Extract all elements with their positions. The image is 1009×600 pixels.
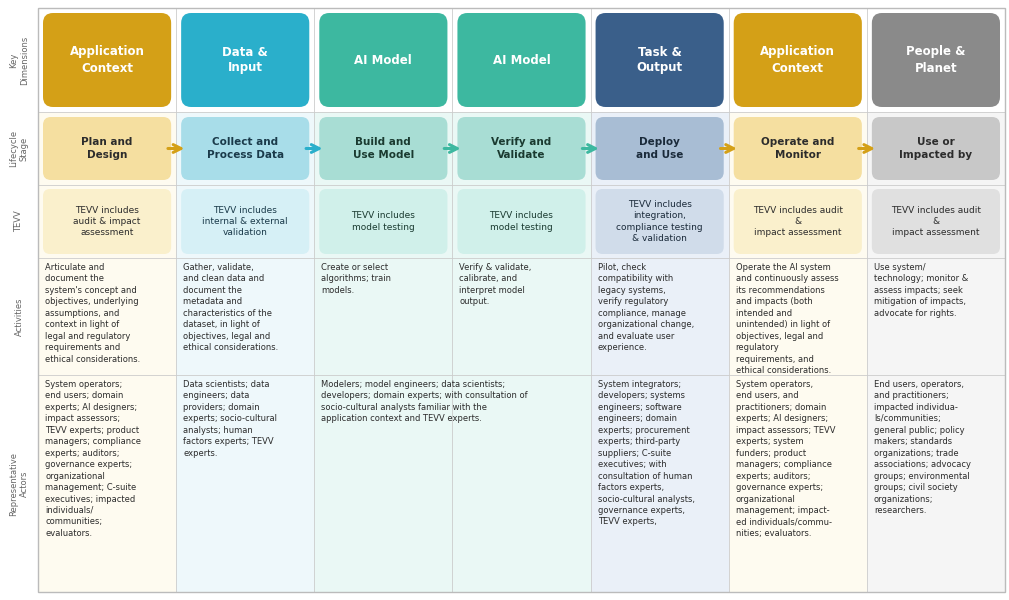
Bar xyxy=(590,375,728,592)
Text: System operators,
end users, and
practitioners; domain
experts; AI designers;
im: System operators, end users, and practit… xyxy=(736,380,835,538)
Bar xyxy=(867,185,1005,258)
Text: TEVV includes
integration,
compliance testing
& validation: TEVV includes integration, compliance te… xyxy=(616,200,703,242)
Bar xyxy=(38,375,177,592)
FancyBboxPatch shape xyxy=(734,13,862,107)
Bar xyxy=(452,112,590,185)
Bar xyxy=(728,185,867,258)
Bar xyxy=(314,112,452,185)
Text: TEVV includes
internal & external
validation: TEVV includes internal & external valida… xyxy=(203,206,288,237)
Bar xyxy=(177,112,314,185)
Text: Operate and
Monitor: Operate and Monitor xyxy=(761,137,834,160)
Text: End users, operators,
and practitioners;
impacted individua-
ls/communities;
gen: End users, operators, and practitioners;… xyxy=(874,380,971,515)
Text: TEVV includes audit
&
impact assessment: TEVV includes audit & impact assessment xyxy=(891,206,981,237)
Bar xyxy=(177,185,314,258)
Text: TEVV includes audit
&
impact assessment: TEVV includes audit & impact assessment xyxy=(753,206,843,237)
Bar xyxy=(590,112,728,185)
Text: TEVV includes
model testing: TEVV includes model testing xyxy=(489,211,554,232)
Text: Data scientists; data
engineers; data
providers; domain
experts; socio-cultural
: Data scientists; data engineers; data pr… xyxy=(184,380,277,458)
Bar xyxy=(728,112,867,185)
Bar xyxy=(867,112,1005,185)
Text: Data &
Input: Data & Input xyxy=(222,46,268,74)
Bar xyxy=(177,258,314,375)
Text: Use or
Impacted by: Use or Impacted by xyxy=(899,137,973,160)
Text: Representative
Actors: Representative Actors xyxy=(9,451,28,515)
Text: Activities: Activities xyxy=(14,297,23,336)
Bar xyxy=(728,258,867,375)
Text: Lifecycle
Stage: Lifecycle Stage xyxy=(9,130,28,167)
FancyBboxPatch shape xyxy=(43,117,172,180)
FancyBboxPatch shape xyxy=(872,189,1000,254)
FancyBboxPatch shape xyxy=(182,13,310,107)
FancyBboxPatch shape xyxy=(319,189,447,254)
Text: Verify & validate,
calibrate, and
interpret model
output.: Verify & validate, calibrate, and interp… xyxy=(459,263,532,307)
Text: Task &
Output: Task & Output xyxy=(637,46,683,74)
Text: Build and
Use Model: Build and Use Model xyxy=(353,137,414,160)
Bar xyxy=(452,375,590,592)
Text: System integrators;
developers; systems
engineers; software
engineers; domain
ex: System integrators; developers; systems … xyxy=(597,380,694,526)
Bar xyxy=(314,185,452,258)
Text: Operate the AI system
and continuously assess
its recommendations
and impacts (b: Operate the AI system and continuously a… xyxy=(736,263,838,375)
Text: People &
Planet: People & Planet xyxy=(906,46,966,74)
Bar xyxy=(728,375,867,592)
Bar xyxy=(38,185,177,258)
Text: System operators;
end users; domain
experts; AI designers;
impact assessors;
TEV: System operators; end users; domain expe… xyxy=(45,380,141,538)
Text: AI Model: AI Model xyxy=(354,53,413,67)
Text: TEVV: TEVV xyxy=(14,211,23,232)
FancyBboxPatch shape xyxy=(43,189,172,254)
Bar xyxy=(452,185,590,258)
Bar xyxy=(38,258,177,375)
Bar xyxy=(452,258,590,375)
Text: Application
Context: Application Context xyxy=(761,46,835,74)
FancyBboxPatch shape xyxy=(734,189,862,254)
Text: TEVV includes
audit & impact
assessment: TEVV includes audit & impact assessment xyxy=(74,206,141,237)
FancyBboxPatch shape xyxy=(43,13,172,107)
Bar xyxy=(314,258,452,375)
FancyBboxPatch shape xyxy=(595,117,723,180)
Text: Collect and
Process Data: Collect and Process Data xyxy=(207,137,284,160)
FancyBboxPatch shape xyxy=(182,189,310,254)
Text: Key
Dimensions: Key Dimensions xyxy=(9,35,28,85)
FancyBboxPatch shape xyxy=(872,117,1000,180)
FancyBboxPatch shape xyxy=(457,13,585,107)
Bar xyxy=(590,258,728,375)
Bar xyxy=(314,375,452,592)
Text: Modelers; model engineers; data scientists;
developers; domain experts; with con: Modelers; model engineers; data scientis… xyxy=(321,380,528,424)
Text: Pilot, check
compatibility with
legacy systems,
verify regulatory
compliance, ma: Pilot, check compatibility with legacy s… xyxy=(597,263,694,352)
FancyBboxPatch shape xyxy=(319,117,447,180)
Text: Articulate and
document the
system's concept and
objectives, underlying
assumpti: Articulate and document the system's con… xyxy=(45,263,140,364)
Text: TEVV includes
model testing: TEVV includes model testing xyxy=(351,211,416,232)
Text: Verify and
Validate: Verify and Validate xyxy=(491,137,552,160)
Text: AI Model: AI Model xyxy=(492,53,550,67)
FancyBboxPatch shape xyxy=(457,117,585,180)
Bar xyxy=(867,258,1005,375)
Text: Create or select
algorithms; train
models.: Create or select algorithms; train model… xyxy=(321,263,391,295)
Bar xyxy=(177,375,314,592)
Text: Plan and
Design: Plan and Design xyxy=(82,137,133,160)
Text: Deploy
and Use: Deploy and Use xyxy=(636,137,683,160)
FancyBboxPatch shape xyxy=(182,117,310,180)
FancyBboxPatch shape xyxy=(595,13,723,107)
FancyBboxPatch shape xyxy=(595,189,723,254)
Text: Application
Context: Application Context xyxy=(70,46,144,74)
Text: Gather, validate,
and clean data and
document the
metadata and
characteristics o: Gather, validate, and clean data and doc… xyxy=(184,263,278,352)
Text: Use system/
technology; monitor &
assess impacts; seek
mitigation of impacts,
ad: Use system/ technology; monitor & assess… xyxy=(874,263,968,318)
Bar xyxy=(38,112,177,185)
FancyBboxPatch shape xyxy=(872,13,1000,107)
Bar xyxy=(590,185,728,258)
FancyBboxPatch shape xyxy=(319,13,447,107)
Bar xyxy=(867,375,1005,592)
FancyBboxPatch shape xyxy=(734,117,862,180)
FancyBboxPatch shape xyxy=(457,189,585,254)
